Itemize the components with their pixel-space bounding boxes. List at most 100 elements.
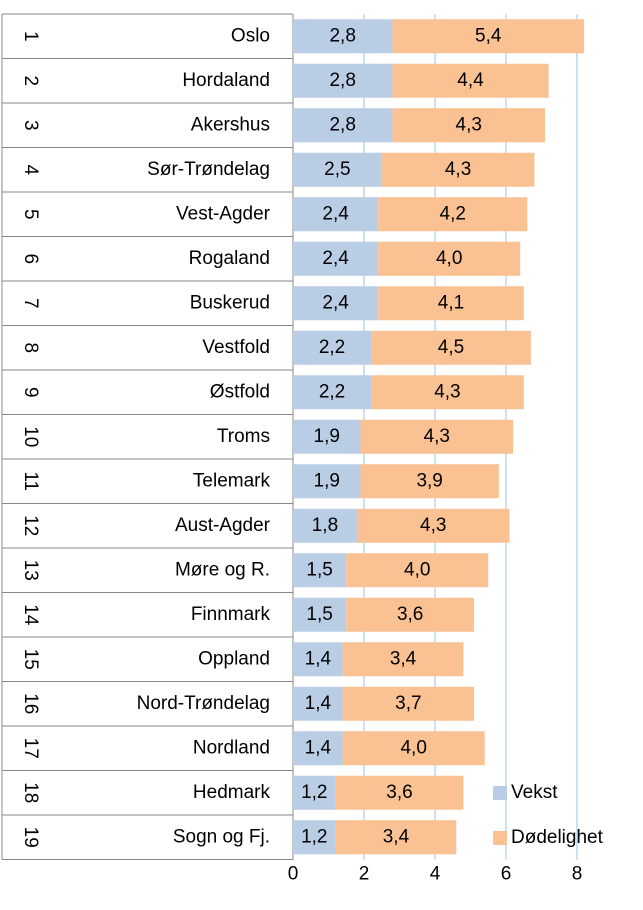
value-label: 3,7 bbox=[395, 693, 421, 714]
category-label: Telemark bbox=[193, 470, 271, 491]
bar-segment bbox=[293, 419, 361, 454]
value-label: 1,2 bbox=[301, 826, 327, 847]
value-label: 2,4 bbox=[322, 203, 349, 224]
row-number: 8 bbox=[20, 342, 41, 353]
legend-label: Vekst bbox=[511, 782, 558, 803]
row-number: 5 bbox=[20, 209, 41, 220]
category-label: Troms bbox=[217, 426, 270, 447]
row-number: 15 bbox=[20, 649, 41, 670]
bar-segment bbox=[293, 19, 393, 54]
bar-segment bbox=[293, 63, 393, 98]
category-label: Akershus bbox=[191, 114, 270, 135]
value-label: 4,3 bbox=[434, 381, 460, 402]
value-label: 2,4 bbox=[322, 248, 349, 269]
value-label: 5,4 bbox=[475, 25, 502, 46]
bar-segment bbox=[293, 731, 343, 766]
bar-segment bbox=[360, 464, 499, 499]
value-label: 3,9 bbox=[416, 470, 442, 491]
x-tick-label: 6 bbox=[501, 864, 512, 885]
row-number: 7 bbox=[20, 298, 41, 309]
category-label: Sogn og Fj. bbox=[173, 826, 270, 847]
bar-segment bbox=[392, 63, 549, 98]
value-label: 4,2 bbox=[440, 203, 466, 224]
bar-segment bbox=[356, 508, 510, 543]
value-label: 4,0 bbox=[436, 248, 462, 269]
bar-segment bbox=[293, 197, 379, 232]
category-label: Nordland bbox=[193, 737, 270, 758]
value-label: 2,8 bbox=[329, 70, 355, 91]
value-label: 4,3 bbox=[424, 426, 450, 447]
row-number: 3 bbox=[20, 120, 41, 131]
bar-segment bbox=[378, 197, 528, 232]
x-tick-label: 8 bbox=[572, 864, 583, 885]
value-label: 2,2 bbox=[319, 381, 345, 402]
bar-segment bbox=[293, 642, 343, 677]
category-label: Hordaland bbox=[182, 70, 270, 91]
row-number: 9 bbox=[20, 387, 41, 398]
value-label: 1,9 bbox=[314, 470, 340, 491]
row-number: 12 bbox=[20, 515, 41, 536]
row-number: 11 bbox=[20, 471, 41, 491]
value-label: 3,4 bbox=[383, 826, 410, 847]
value-label: 1,4 bbox=[305, 737, 332, 758]
value-label: 1,5 bbox=[306, 559, 332, 580]
bar-segment bbox=[293, 152, 382, 187]
value-label: 1,4 bbox=[305, 648, 332, 669]
bar-segment bbox=[293, 108, 393, 143]
bar-segment bbox=[293, 820, 336, 855]
row-number: 6 bbox=[20, 253, 41, 264]
bar-segment bbox=[346, 553, 489, 588]
row-number: 18 bbox=[20, 782, 41, 803]
legend-swatch bbox=[493, 831, 507, 845]
row-number: 17 bbox=[20, 738, 41, 759]
bar-segment bbox=[392, 19, 585, 54]
bar-segment bbox=[293, 241, 379, 276]
value-label: 2,4 bbox=[322, 292, 349, 313]
row-number: 10 bbox=[20, 426, 41, 447]
x-tick-label: 4 bbox=[430, 864, 441, 885]
value-label: 4,3 bbox=[445, 159, 471, 180]
bar-segment bbox=[293, 330, 372, 365]
category-label: Rogaland bbox=[189, 248, 270, 269]
bar-segment bbox=[335, 820, 457, 855]
value-label: 4,0 bbox=[404, 559, 430, 580]
row-number: 19 bbox=[20, 827, 41, 848]
bar-segment bbox=[381, 152, 535, 187]
bar-segment bbox=[346, 597, 475, 632]
x-tick-label: 0 bbox=[288, 864, 299, 885]
category-label: Vest-Agder bbox=[176, 203, 271, 224]
bar-segment bbox=[293, 775, 336, 810]
value-label: 1,9 bbox=[314, 426, 340, 447]
category-label: Oppland bbox=[198, 648, 270, 669]
row-number: 1 bbox=[20, 31, 41, 42]
bar-segment bbox=[342, 642, 464, 677]
bar-segment bbox=[371, 330, 531, 365]
category-label: Møre og R. bbox=[175, 559, 270, 580]
bar-segment bbox=[392, 108, 546, 143]
category-label: Nord-Trøndelag bbox=[137, 693, 270, 714]
category-label: Buskerud bbox=[190, 292, 270, 313]
bar-segment bbox=[293, 375, 372, 410]
bar-segment bbox=[293, 464, 361, 499]
row-number: 13 bbox=[20, 560, 41, 581]
value-label: 4,4 bbox=[457, 70, 484, 91]
bar-segment bbox=[293, 597, 347, 632]
value-label: 1,2 bbox=[301, 782, 327, 803]
value-label: 4,3 bbox=[456, 114, 482, 135]
value-label: 3,6 bbox=[386, 782, 412, 803]
legend-label: Dødelighet bbox=[511, 827, 604, 848]
category-label: Oslo bbox=[231, 25, 270, 46]
row-number: 14 bbox=[20, 604, 41, 626]
bar-segment bbox=[371, 375, 524, 410]
category-label: Finnmark bbox=[191, 604, 271, 625]
legend-swatch bbox=[493, 786, 507, 800]
value-label: 4,5 bbox=[438, 337, 464, 358]
bar-segment bbox=[335, 775, 464, 810]
value-label: 1,5 bbox=[306, 604, 332, 625]
value-label: 4,3 bbox=[420, 515, 446, 536]
x-tick-label: 2 bbox=[359, 864, 370, 885]
value-label: 1,4 bbox=[305, 693, 332, 714]
bar-segment bbox=[293, 686, 343, 721]
bar-segment bbox=[293, 553, 347, 588]
